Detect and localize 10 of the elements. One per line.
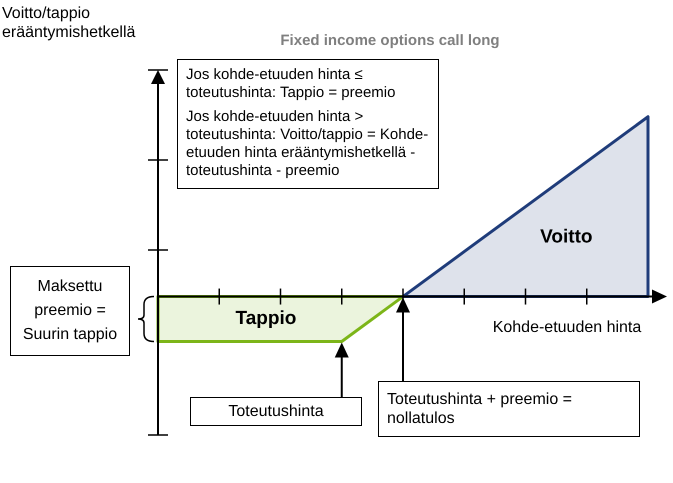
text: Jos kohde-etuuden hinta ≤ toteutushinta: Tappio = preemio xyxy=(186,66,396,102)
annotation: Jos kohde-etuuden hinta > toteutushinta: Voitto/tappio = Kohde-etuuden hinta erääntymishetkellä - toteutushinta - preemio xyxy=(186,108,430,180)
text: Toteutushinta xyxy=(190,397,362,426)
series-label: Tappio xyxy=(235,308,296,329)
chart-title: Fixed income options call long xyxy=(279,32,501,49)
series-label: Voitto xyxy=(540,226,593,248)
y-axis-title: Voitto/tappio erääntymishetkellä xyxy=(2,4,136,42)
text: Maksettu preemio = Suurin tappio xyxy=(10,266,130,356)
x-axis-title: Kohde-etuuden hinta xyxy=(492,318,642,337)
text: Toteutushinta + preemio = nollatulos xyxy=(378,381,640,437)
